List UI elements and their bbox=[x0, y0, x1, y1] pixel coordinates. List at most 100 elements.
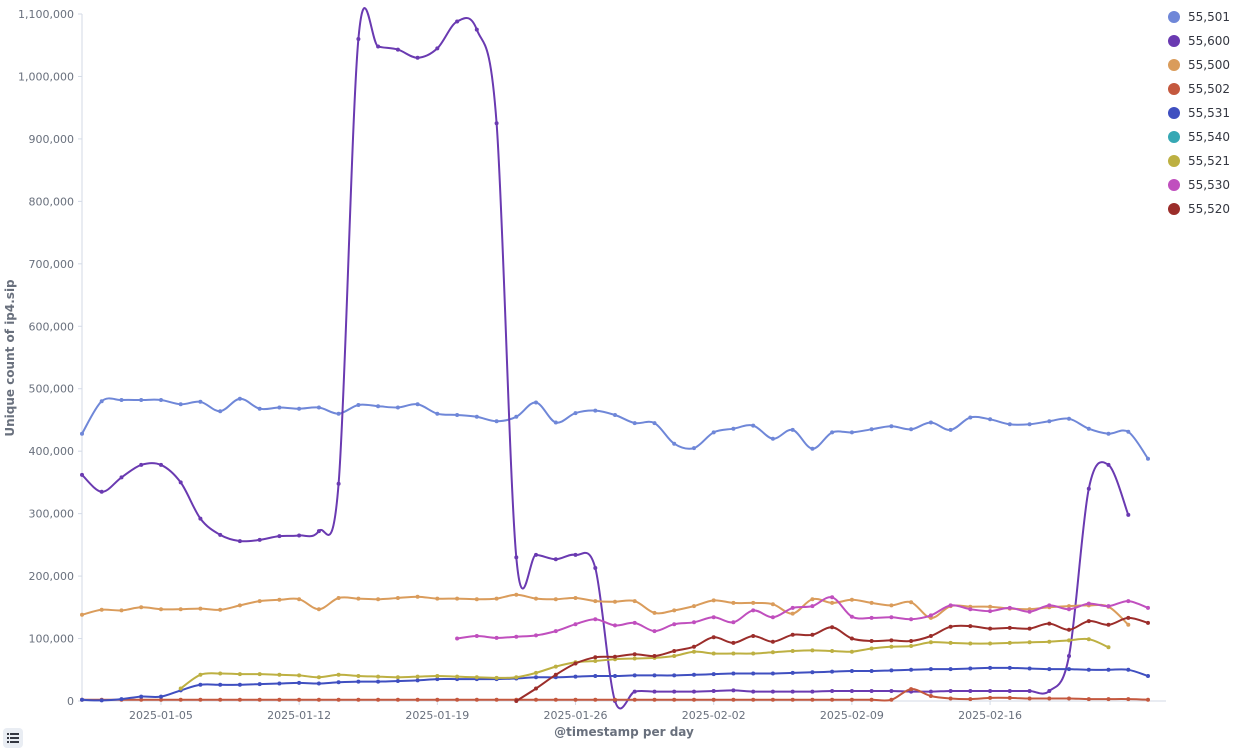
data-point[interactable] bbox=[1047, 621, 1052, 626]
data-point[interactable] bbox=[435, 411, 440, 416]
data-point[interactable] bbox=[494, 635, 499, 640]
legend-item[interactable]: 55,500 bbox=[1168, 53, 1244, 77]
data-point[interactable] bbox=[474, 675, 479, 680]
data-point[interactable] bbox=[988, 417, 993, 422]
data-point[interactable] bbox=[889, 668, 894, 673]
data-point[interactable] bbox=[869, 639, 874, 643]
data-point[interactable] bbox=[593, 599, 598, 604]
data-point[interactable] bbox=[514, 699, 519, 703]
data-point[interactable] bbox=[948, 624, 953, 629]
data-point[interactable] bbox=[613, 654, 617, 659]
data-point[interactable] bbox=[869, 427, 874, 432]
data-point[interactable] bbox=[297, 597, 302, 602]
data-point[interactable] bbox=[573, 697, 578, 702]
data-point[interactable] bbox=[672, 697, 677, 702]
data-point[interactable] bbox=[494, 675, 499, 680]
data-point[interactable] bbox=[731, 671, 736, 676]
data-point[interactable] bbox=[672, 654, 677, 658]
data-point[interactable] bbox=[218, 532, 223, 537]
data-point[interactable] bbox=[316, 681, 321, 686]
data-point[interactable] bbox=[277, 534, 282, 539]
data-point[interactable] bbox=[928, 694, 933, 698]
data-point[interactable] bbox=[534, 670, 538, 675]
data-point[interactable] bbox=[218, 409, 223, 414]
data-point[interactable] bbox=[869, 646, 874, 651]
data-point[interactable] bbox=[1126, 667, 1131, 672]
data-point[interactable] bbox=[237, 539, 242, 544]
data-point[interactable] bbox=[474, 634, 479, 638]
data-point[interactable] bbox=[257, 406, 262, 411]
data-point[interactable] bbox=[514, 555, 519, 560]
data-point[interactable] bbox=[968, 697, 973, 702]
data-point[interactable] bbox=[593, 697, 598, 702]
data-point[interactable] bbox=[928, 640, 933, 645]
data-point[interactable] bbox=[948, 689, 953, 693]
data-point[interactable] bbox=[692, 649, 696, 654]
data-point[interactable] bbox=[593, 655, 598, 660]
data-point[interactable] bbox=[909, 644, 914, 648]
legend-item[interactable]: 55,530 bbox=[1168, 173, 1244, 197]
data-point[interactable] bbox=[455, 636, 460, 641]
series-line[interactable] bbox=[180, 637, 1109, 690]
data-point[interactable] bbox=[119, 475, 124, 480]
data-point[interactable] bbox=[198, 697, 203, 702]
data-point[interactable] bbox=[731, 688, 736, 693]
data-point[interactable] bbox=[928, 420, 933, 425]
legend-item[interactable]: 55,521 bbox=[1168, 149, 1244, 173]
data-point[interactable] bbox=[889, 603, 894, 608]
data-point[interactable] bbox=[849, 597, 854, 602]
data-point[interactable] bbox=[593, 617, 598, 622]
data-point[interactable] bbox=[849, 669, 854, 673]
legend-toggle-button[interactable] bbox=[3, 728, 23, 748]
data-point[interactable] bbox=[593, 659, 598, 663]
data-point[interactable] bbox=[652, 689, 657, 694]
data-point[interactable] bbox=[159, 697, 163, 702]
data-point[interactable] bbox=[1146, 674, 1150, 678]
data-point[interactable] bbox=[751, 634, 756, 638]
data-point[interactable] bbox=[948, 427, 953, 432]
data-point[interactable] bbox=[1126, 697, 1131, 702]
data-point[interactable] bbox=[711, 651, 716, 656]
data-point[interactable] bbox=[297, 533, 302, 538]
data-point[interactable] bbox=[494, 697, 499, 702]
data-point[interactable] bbox=[178, 402, 183, 407]
data-point[interactable] bbox=[1146, 605, 1150, 610]
data-point[interactable] bbox=[790, 632, 795, 637]
data-point[interactable] bbox=[198, 606, 203, 611]
data-point[interactable] bbox=[376, 679, 381, 684]
data-point[interactable] bbox=[139, 697, 144, 702]
data-point[interactable] bbox=[909, 600, 914, 605]
data-point[interactable] bbox=[810, 597, 815, 602]
data-point[interactable] bbox=[1106, 431, 1111, 436]
data-point[interactable] bbox=[948, 696, 953, 701]
data-point[interactable] bbox=[830, 430, 835, 435]
data-point[interactable] bbox=[277, 697, 282, 702]
data-point[interactable] bbox=[1067, 627, 1071, 632]
data-point[interactable] bbox=[988, 609, 993, 614]
data-point[interactable] bbox=[632, 620, 637, 625]
data-point[interactable] bbox=[968, 607, 973, 612]
data-point[interactable] bbox=[356, 679, 361, 684]
data-point[interactable] bbox=[159, 694, 163, 699]
data-point[interactable] bbox=[1086, 619, 1091, 624]
data-point[interactable] bbox=[731, 426, 736, 431]
data-point[interactable] bbox=[435, 697, 440, 702]
data-point[interactable] bbox=[830, 649, 835, 653]
data-point[interactable] bbox=[889, 638, 894, 643]
data-point[interactable] bbox=[455, 413, 460, 417]
data-point[interactable] bbox=[692, 620, 696, 625]
data-point[interactable] bbox=[948, 640, 953, 645]
data-point[interactable] bbox=[277, 681, 282, 686]
data-point[interactable] bbox=[1106, 622, 1111, 627]
data-point[interactable] bbox=[277, 597, 282, 602]
data-point[interactable] bbox=[652, 629, 657, 634]
data-point[interactable] bbox=[178, 607, 183, 612]
data-point[interactable] bbox=[119, 398, 124, 402]
data-point[interactable] bbox=[237, 396, 242, 401]
data-point[interactable] bbox=[770, 615, 775, 620]
data-point[interactable] bbox=[751, 689, 756, 694]
data-point[interactable] bbox=[692, 697, 696, 702]
data-point[interactable] bbox=[731, 640, 736, 645]
legend-item[interactable]: 55,501 bbox=[1168, 5, 1244, 29]
data-point[interactable] bbox=[613, 413, 617, 417]
